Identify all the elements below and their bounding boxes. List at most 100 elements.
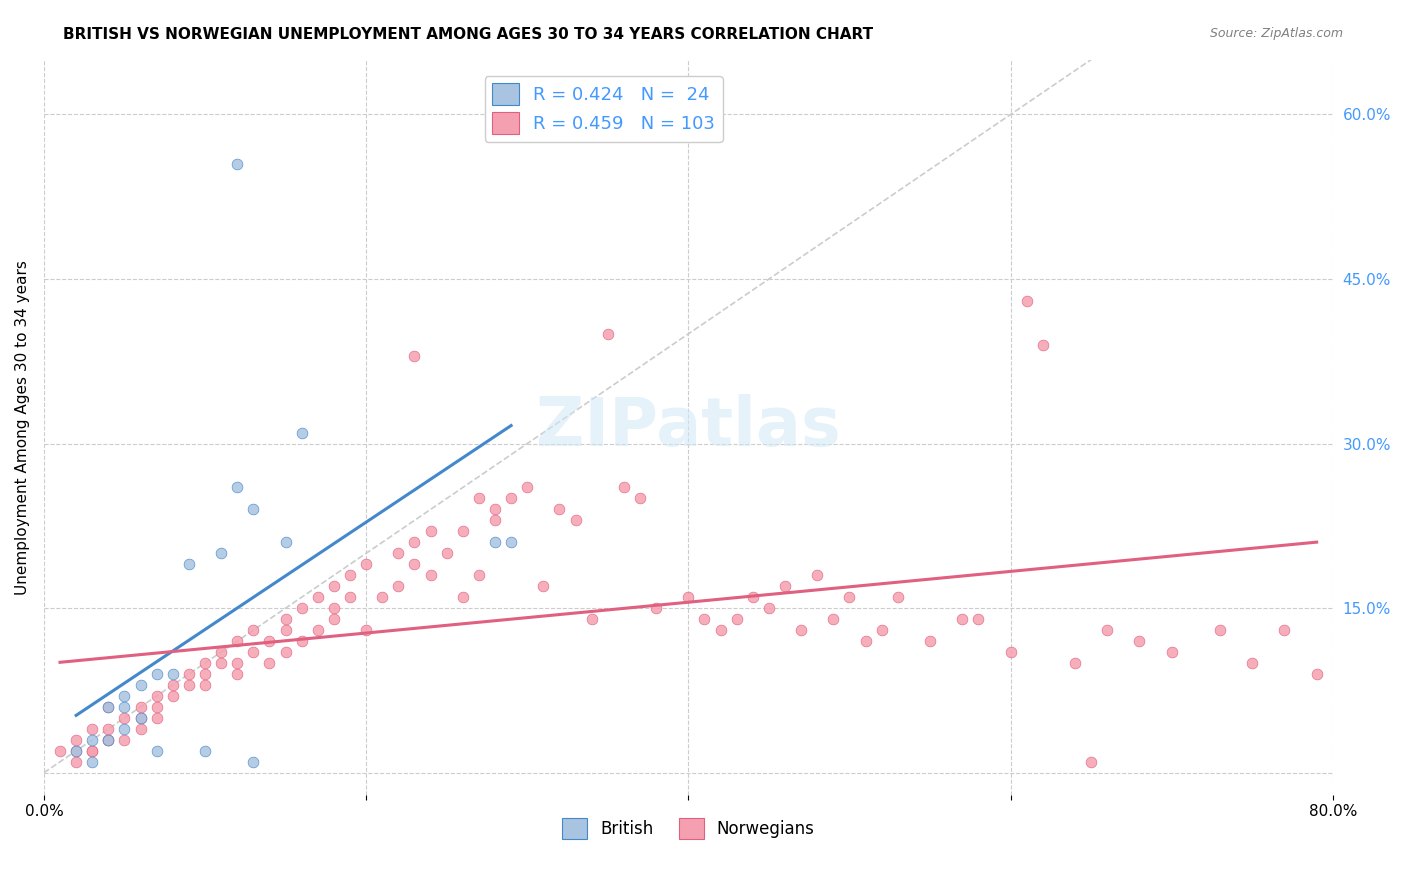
Point: [709, 623, 731, 637]
Point: [65, 744, 87, 758]
Point: [596, 326, 619, 341]
Point: [307, 591, 329, 605]
Point: [274, 612, 297, 626]
Point: [1241, 656, 1264, 670]
Point: [484, 535, 506, 549]
Point: [145, 711, 167, 725]
Point: [404, 535, 426, 549]
Point: [97, 732, 120, 747]
Point: [806, 568, 828, 582]
Point: [291, 601, 314, 615]
Point: [114, 711, 136, 725]
Point: [97, 732, 120, 747]
Point: [564, 513, 586, 527]
Point: [162, 678, 184, 692]
Point: [226, 656, 249, 670]
Text: BRITISH VS NORWEGIAN UNEMPLOYMENT AMONG AGES 30 TO 34 YEARS CORRELATION CHART: BRITISH VS NORWEGIAN UNEMPLOYMENT AMONG …: [63, 27, 873, 42]
Point: [82, 744, 104, 758]
Point: [950, 612, 973, 626]
Point: [1000, 645, 1022, 659]
Point: [291, 634, 314, 648]
Point: [678, 591, 700, 605]
Point: [387, 579, 409, 593]
Point: [194, 678, 217, 692]
Point: [870, 623, 893, 637]
Point: [226, 157, 249, 171]
Point: [451, 591, 474, 605]
Point: [1064, 656, 1087, 670]
Point: [307, 623, 329, 637]
Point: [129, 711, 152, 725]
Point: [97, 732, 120, 747]
Point: [274, 623, 297, 637]
Point: [468, 491, 491, 506]
Point: [209, 656, 232, 670]
Point: [354, 558, 377, 572]
Point: [97, 700, 120, 714]
Point: [242, 645, 264, 659]
Point: [177, 678, 200, 692]
Point: [242, 623, 264, 637]
Point: [145, 744, 167, 758]
Point: [531, 579, 554, 593]
Legend: British, Norwegians: British, Norwegians: [555, 812, 821, 846]
Point: [65, 755, 87, 769]
Point: [274, 535, 297, 549]
Point: [1160, 645, 1182, 659]
Point: [194, 744, 217, 758]
Point: [887, 591, 910, 605]
Point: [613, 481, 636, 495]
Point: [274, 645, 297, 659]
Point: [758, 601, 780, 615]
Point: [162, 689, 184, 703]
Point: [162, 667, 184, 681]
Point: [967, 612, 990, 626]
Point: [97, 722, 120, 736]
Point: [725, 612, 748, 626]
Text: ZIPatlas: ZIPatlas: [536, 394, 841, 460]
Point: [82, 755, 104, 769]
Point: [242, 755, 264, 769]
Point: [1305, 667, 1327, 681]
Point: [1080, 755, 1102, 769]
Point: [855, 634, 877, 648]
Point: [468, 568, 491, 582]
Point: [129, 678, 152, 692]
Text: Source: ZipAtlas.com: Source: ZipAtlas.com: [1209, 27, 1343, 40]
Point: [145, 667, 167, 681]
Point: [773, 579, 796, 593]
Point: [209, 546, 232, 560]
Point: [1015, 293, 1038, 308]
Point: [404, 349, 426, 363]
Point: [145, 700, 167, 714]
Point: [226, 667, 249, 681]
Point: [129, 711, 152, 725]
Point: [645, 601, 668, 615]
Point: [114, 700, 136, 714]
Point: [259, 656, 281, 670]
Point: [387, 546, 409, 560]
Point: [259, 634, 281, 648]
Point: [918, 634, 941, 648]
Point: [339, 591, 361, 605]
Point: [339, 568, 361, 582]
Point: [371, 591, 394, 605]
Point: [65, 744, 87, 758]
Point: [354, 623, 377, 637]
Point: [501, 491, 523, 506]
Point: [114, 732, 136, 747]
Point: [548, 502, 571, 516]
Point: [741, 591, 763, 605]
Point: [242, 502, 264, 516]
Point: [226, 634, 249, 648]
Point: [1274, 623, 1296, 637]
Point: [114, 689, 136, 703]
Point: [145, 689, 167, 703]
Point: [823, 612, 845, 626]
Point: [82, 722, 104, 736]
Point: [49, 744, 72, 758]
Point: [404, 558, 426, 572]
Point: [322, 612, 344, 626]
Point: [484, 502, 506, 516]
Point: [1209, 623, 1232, 637]
